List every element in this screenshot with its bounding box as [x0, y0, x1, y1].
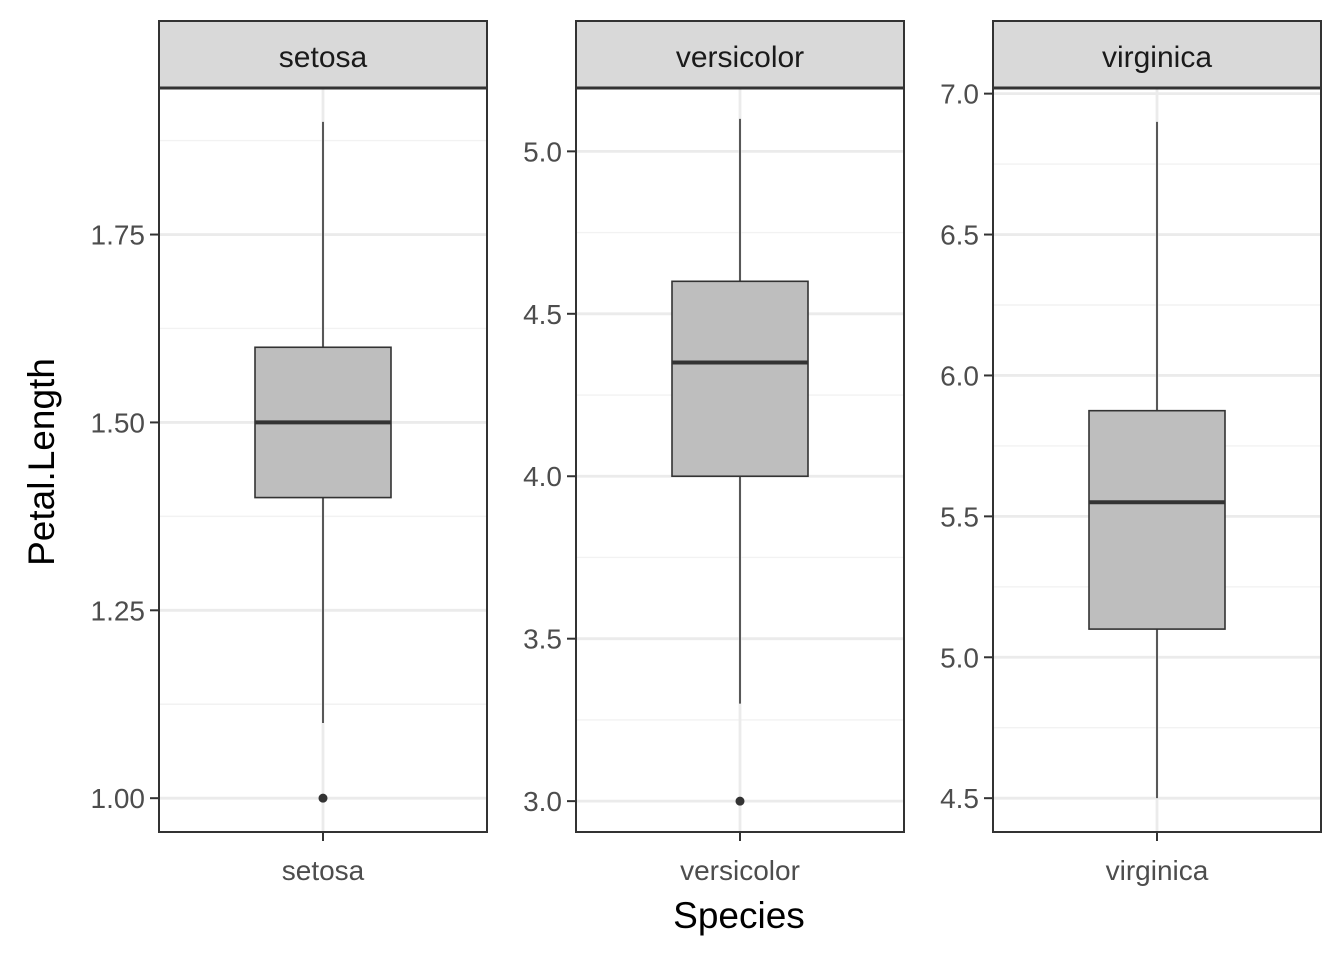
y-tick-label: 4.0	[523, 461, 562, 492]
strip-label: setosa	[279, 41, 368, 74]
y-tick-label: 6.5	[940, 220, 979, 251]
y-axis-title: Petal.Length	[21, 358, 62, 566]
y-tick-label: 1.00	[91, 783, 146, 814]
x-tick-label: setosa	[282, 855, 365, 886]
strip-background	[992, 20, 1322, 89]
y-tick-label: 1.50	[91, 407, 146, 438]
panel-versicolor: versicolor 3.0 3.5 4.0 4.5 5.0 versicolor	[523, 20, 905, 886]
panel-virginica: virginica 4.5 5.0 5.5 6.0 6.5 7.0 virginica	[940, 20, 1322, 886]
box-iqr	[671, 280, 809, 478]
y-tick-label: 5.0	[940, 642, 979, 673]
strip-background	[575, 20, 905, 89]
outlier-point	[735, 796, 745, 806]
y-tick-label: 5.5	[940, 501, 979, 532]
panels-layer: setosa 1.00 1.25 1.50 1.75 setosa versicolor 3.…	[91, 20, 1322, 886]
y-tick-label: 7.0	[940, 79, 979, 110]
strip-label: virginica	[1102, 41, 1212, 74]
y-tick-label: 4.5	[940, 783, 979, 814]
panel-setosa: setosa 1.00 1.25 1.50 1.75 setosa	[91, 20, 488, 886]
y-tick-label: 1.25	[91, 595, 146, 626]
box-iqr	[1088, 409, 1226, 630]
y-tick-label: 6.0	[940, 360, 979, 391]
x-tick-label: virginica	[1106, 855, 1209, 886]
strip-background	[158, 20, 488, 89]
x-tick-label: versicolor	[680, 855, 800, 886]
y-tick-label: 3.0	[523, 786, 562, 817]
outlier-point	[318, 793, 328, 803]
y-tick-label: 1.75	[91, 220, 146, 251]
y-tick-label: 4.5	[523, 299, 562, 330]
y-tick-label: 3.5	[523, 624, 562, 655]
strip-label: versicolor	[676, 41, 804, 74]
x-axis-title: Species	[673, 895, 805, 936]
y-tick-label: 5.0	[523, 136, 562, 167]
